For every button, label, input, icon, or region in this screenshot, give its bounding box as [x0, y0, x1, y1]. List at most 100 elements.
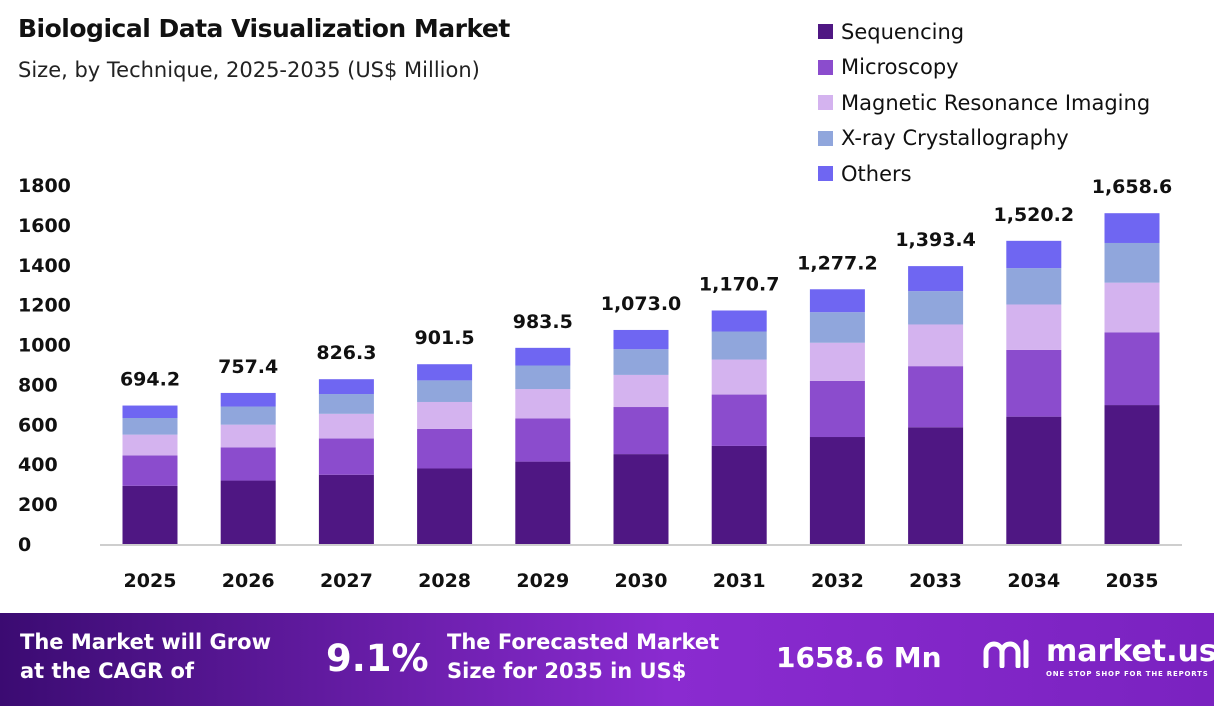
total-label-2034: 1,520.2	[994, 204, 1075, 226]
bar-segment-others-2033	[908, 266, 964, 292]
chart-legend: Sequencing Microscopy Magnetic Resonance I…	[818, 14, 1150, 192]
x-tick-label-2025: 2025	[124, 570, 177, 592]
bar-segment-sequencing-2027	[318, 474, 374, 544]
bar-segment-magnetic-resonance-imaging-2032	[809, 342, 865, 381]
x-tick-label-2035: 2035	[1106, 570, 1159, 592]
bar-segment-sequencing-2032	[809, 437, 865, 544]
y-tick-label: 1600	[18, 215, 71, 237]
bar-segment-microscopy-2031	[711, 394, 767, 446]
x-tick-label-2028: 2028	[418, 570, 471, 592]
market-us-logo-icon	[983, 639, 1029, 668]
y-tick-label: 0	[18, 534, 31, 556]
forecast-label-line1: The Forecasted Market	[447, 630, 720, 654]
total-label-2025: 694.2	[120, 369, 180, 391]
bar-segment-others-2035	[1104, 213, 1160, 243]
total-label-2035: 1,658.6	[1092, 176, 1173, 198]
x-tick-label-2029: 2029	[516, 570, 569, 592]
bar-segment-x-ray-crystallography-2033	[908, 291, 964, 325]
bar-segment-others-2028	[417, 364, 473, 381]
bar-segment-sequencing-2035	[1104, 405, 1160, 544]
x-tick-label-2032: 2032	[811, 570, 864, 592]
bar-segment-others-2032	[809, 289, 865, 313]
brand-name: market.us	[1046, 634, 1214, 669]
bar-segment-others-2029	[515, 347, 571, 366]
total-label-2029: 983.5	[513, 311, 573, 333]
bar-segment-magnetic-resonance-imaging-2025	[122, 434, 178, 456]
bar-segment-others-2034	[1006, 240, 1062, 269]
stacked-bar-chart: 0 200 400 600 800 1000 1200 1400 1600 1800 694.2 20…	[18, 175, 1182, 592]
bar-segment-microscopy-2032	[809, 380, 865, 438]
bar-segment-sequencing-2031	[711, 445, 767, 544]
bar-segment-others-2027	[318, 379, 374, 395]
x-tick-label-2026: 2026	[222, 570, 275, 592]
bar-segment-sequencing-2030	[613, 454, 669, 544]
bar-segment-sequencing-2028	[417, 468, 473, 544]
forecast-label-line2: Size for 2035 in US$	[447, 659, 687, 683]
legend-item-magnetic-resonance-imaging: Magnetic Resonance Imaging	[818, 85, 1150, 121]
bar-segment-sequencing-2026	[220, 480, 276, 544]
y-tick-label: 1200	[18, 295, 71, 317]
legend-item-x-ray-crystallography: X-ray Crystallography	[818, 121, 1150, 157]
bar-segment-microscopy-2034	[1006, 349, 1062, 417]
bar-segment-x-ray-crystallography-2029	[515, 365, 571, 390]
bar-segment-magnetic-resonance-imaging-2031	[711, 359, 767, 395]
bar-segment-magnetic-resonance-imaging-2027	[318, 413, 374, 439]
legend-swatch	[818, 166, 833, 182]
legend-item-others: Others	[818, 156, 1150, 192]
x-tick-label-2027: 2027	[320, 570, 373, 592]
bar-segment-magnetic-resonance-imaging-2030	[613, 374, 669, 408]
bar-segment-sequencing-2029	[515, 461, 571, 544]
bar-segment-microscopy-2030	[613, 407, 669, 455]
legend-item-sequencing: Sequencing	[818, 14, 1150, 50]
brand-logo: market.us	[982, 636, 1214, 668]
x-tick-label-2030: 2030	[615, 570, 668, 592]
legend-swatch	[818, 130, 833, 146]
legend-item-microscopy: Microscopy	[818, 50, 1150, 86]
footer-banner: The Market will Grow at the CAGR of 9.1%…	[0, 613, 1214, 706]
cagr-label-line2: at the CAGR of	[20, 659, 195, 683]
cagr-label-line1: The Market will Grow	[20, 630, 271, 654]
bar-segment-magnetic-resonance-imaging-2035	[1104, 282, 1160, 333]
bar-segment-sequencing-2025	[122, 485, 178, 544]
forecast-value: 1658.6 Mn	[776, 641, 942, 674]
bar-segment-x-ray-crystallography-2035	[1104, 242, 1160, 283]
bar-segment-microscopy-2035	[1104, 332, 1160, 406]
total-label-2032: 1,277.2	[797, 252, 878, 274]
y-tick-label: 800	[18, 374, 58, 396]
bar-segment-microscopy-2028	[417, 428, 473, 469]
bar-segment-x-ray-crystallography-2028	[417, 380, 473, 402]
bar-segment-x-ray-crystallography-2030	[613, 349, 669, 375]
bar-segment-microscopy-2026	[220, 447, 276, 481]
cagr-value: 9.1%	[326, 637, 429, 680]
chart-title: Biological Data Visualization Market	[18, 14, 510, 43]
legend-label: Magnetic Resonance Imaging	[841, 90, 1151, 115]
total-label-2031: 1,170.7	[699, 273, 780, 295]
bar-segment-magnetic-resonance-imaging-2029	[515, 389, 571, 419]
legend-label: X-ray Crystallography	[841, 126, 1069, 151]
x-tick-label-2033: 2033	[909, 570, 962, 592]
total-label-2030: 1,073.0	[601, 293, 682, 315]
bar-segment-magnetic-resonance-imaging-2034	[1006, 304, 1062, 350]
bar-segment-others-2026	[220, 392, 276, 407]
bar-segment-magnetic-resonance-imaging-2028	[417, 401, 473, 429]
chart-subtitle: Size, by Technique, 2025-2035 (US$ Milli…	[18, 58, 480, 82]
bar-segment-sequencing-2034	[1006, 416, 1062, 544]
bar-segment-x-ray-crystallography-2027	[318, 394, 374, 414]
bar-segment-microscopy-2027	[318, 438, 374, 475]
bar-segment-microscopy-2033	[908, 366, 964, 428]
bar-segment-magnetic-resonance-imaging-2026	[220, 424, 276, 448]
bar-segment-microscopy-2029	[515, 418, 571, 462]
total-label-2026: 757.4	[218, 356, 278, 378]
bar-segment-x-ray-crystallography-2032	[809, 312, 865, 343]
bar-segment-others-2025	[122, 405, 178, 419]
y-tick-label: 200	[18, 494, 58, 516]
x-tick-label-2034: 2034	[1007, 570, 1060, 592]
bar-segment-others-2030	[613, 329, 669, 350]
legend-label: Others	[841, 161, 912, 186]
legend-swatch	[818, 95, 833, 111]
cagr-label: The Market will Grow at the CAGR of	[20, 628, 271, 686]
total-label-2027: 826.3	[316, 342, 376, 364]
bar-segment-x-ray-crystallography-2026	[220, 406, 276, 425]
bar-segment-x-ray-crystallography-2025	[122, 418, 178, 435]
